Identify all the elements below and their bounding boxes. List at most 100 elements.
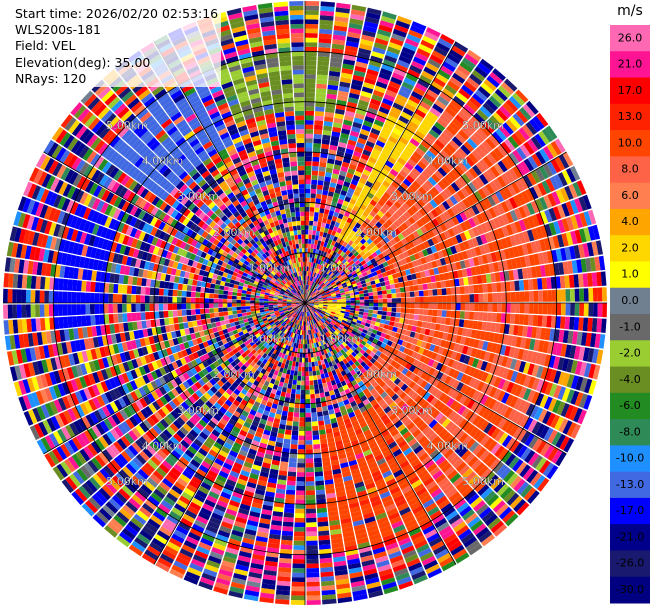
velocity-gate xyxy=(293,352,298,358)
velocity-gate xyxy=(314,304,319,306)
velocity-gate xyxy=(434,438,445,449)
velocity-gate xyxy=(369,199,378,207)
velocity-gate xyxy=(413,252,421,260)
velocity-gate xyxy=(314,263,318,269)
velocity-gate xyxy=(479,200,488,211)
velocity-gate xyxy=(503,270,510,281)
velocity-gate xyxy=(349,88,361,95)
velocity-gate xyxy=(309,216,314,221)
velocity-gate xyxy=(332,39,346,46)
velocity-gate xyxy=(341,296,346,299)
velocity-gate xyxy=(305,1,320,6)
velocity-gate xyxy=(351,357,358,364)
velocity-gate xyxy=(375,140,386,148)
velocity-gate xyxy=(372,261,379,268)
velocity-gate xyxy=(310,276,314,282)
velocity-gate xyxy=(412,320,418,327)
velocity-gate xyxy=(401,303,406,308)
velocity-gate xyxy=(397,240,404,248)
velocity-gate xyxy=(545,125,558,140)
velocity-gate xyxy=(310,348,313,353)
velocity-gate xyxy=(312,308,317,312)
velocity-gate xyxy=(469,96,482,109)
velocity-gate xyxy=(550,414,560,429)
velocity-gate xyxy=(514,221,523,233)
velocity-gate xyxy=(285,425,293,431)
velocity-gate xyxy=(344,339,350,345)
velocity-gate xyxy=(509,424,519,437)
velocity-gate xyxy=(311,308,316,313)
velocity-gate xyxy=(431,143,442,153)
velocity-gate xyxy=(450,310,456,318)
velocity-gate xyxy=(594,256,601,271)
velocity-gate xyxy=(514,208,523,220)
velocity-gate xyxy=(485,137,497,150)
velocity-gate xyxy=(396,388,404,397)
velocity-gate xyxy=(449,195,458,205)
velocity-gate xyxy=(409,291,415,297)
velocity-gate xyxy=(398,253,406,260)
velocity-gate xyxy=(425,202,435,211)
velocity-gate xyxy=(321,378,327,384)
velocity-gate xyxy=(405,297,411,303)
velocity-gate xyxy=(326,233,331,239)
velocity-gate xyxy=(322,190,329,196)
velocity-gate xyxy=(379,232,387,240)
velocity-gate xyxy=(407,336,414,344)
velocity-gate xyxy=(560,403,570,417)
velocity-gate xyxy=(420,371,428,380)
velocity-gate xyxy=(305,472,315,477)
velocity-gate xyxy=(544,223,553,237)
velocity-gate xyxy=(570,230,578,245)
velocity-gate xyxy=(295,495,305,500)
velocity-gate xyxy=(390,284,396,289)
velocity-gate xyxy=(588,363,596,379)
velocity-gate xyxy=(449,318,456,326)
velocity-gate xyxy=(561,233,569,247)
velocity-gate xyxy=(517,399,527,412)
velocity-gate xyxy=(294,366,299,372)
velocity-gate xyxy=(350,297,356,301)
velocity-gate xyxy=(393,68,407,77)
velocity-gate xyxy=(582,347,590,362)
velocity-gate xyxy=(356,346,362,352)
velocity-gate xyxy=(391,148,402,157)
velocity-gate xyxy=(396,293,401,298)
velocity-gate xyxy=(434,274,441,282)
velocity-gate xyxy=(401,375,409,384)
velocity-gate xyxy=(455,392,464,402)
velocity-gate xyxy=(388,390,396,398)
velocity-gate xyxy=(501,213,510,225)
velocity-gate xyxy=(369,248,376,255)
velocity-gate xyxy=(346,303,351,306)
velocity-gate xyxy=(334,278,340,283)
velocity-gate xyxy=(412,134,423,144)
velocity-gate xyxy=(511,335,518,347)
velocity-gate xyxy=(324,327,328,333)
velocity-gate xyxy=(386,259,393,266)
velocity-gate xyxy=(474,403,484,415)
velocity-gate xyxy=(360,268,366,274)
velocity-gate xyxy=(442,265,449,273)
velocity-gate xyxy=(322,307,328,310)
velocity-gate xyxy=(383,394,391,403)
velocity-gate xyxy=(437,95,450,107)
velocity-gate xyxy=(310,286,314,291)
velocity-gate xyxy=(322,285,328,290)
velocity-gate xyxy=(477,62,491,75)
velocity-gate xyxy=(431,316,437,324)
velocity-gate xyxy=(490,520,504,534)
velocity-gate xyxy=(390,238,397,246)
velocity-gate xyxy=(459,505,472,517)
velocity-gate xyxy=(317,321,322,326)
velocity-gate xyxy=(314,312,318,317)
velocity-gate xyxy=(451,226,460,236)
velocity-gate xyxy=(367,327,374,333)
velocity-gate xyxy=(550,315,557,328)
velocity-gate xyxy=(374,37,389,46)
velocity-gate xyxy=(317,526,329,532)
velocity-gate xyxy=(437,477,449,488)
velocity-gate xyxy=(505,357,513,369)
velocity-gate xyxy=(551,303,557,315)
velocity-gate xyxy=(435,338,442,347)
